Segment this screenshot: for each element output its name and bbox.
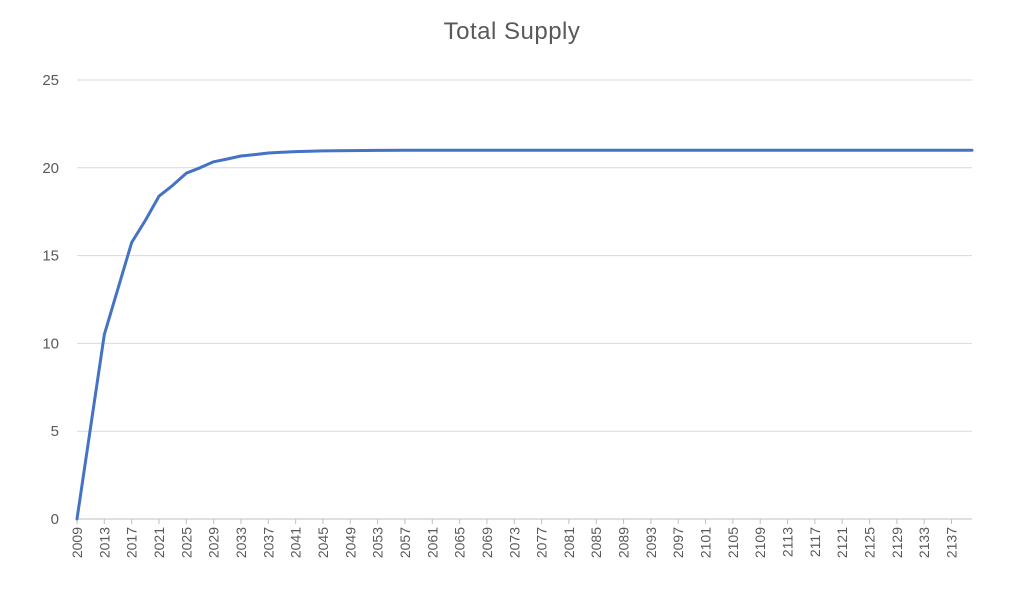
y-tick-label: 0 bbox=[51, 511, 59, 528]
x-tick-label: 2037 bbox=[260, 527, 276, 558]
x-tick-label: 2093 bbox=[643, 527, 659, 558]
x-tick-label: 2109 bbox=[752, 527, 768, 558]
x-tick-label: 2061 bbox=[424, 527, 440, 558]
x-tick-label: 2113 bbox=[780, 527, 796, 557]
x-tick-label: 2129 bbox=[889, 527, 905, 558]
x-tick-label: 2041 bbox=[288, 527, 304, 558]
x-tick-label: 2105 bbox=[725, 527, 741, 558]
x-tick-label: 2069 bbox=[479, 527, 495, 558]
x-tick-label: 2013 bbox=[96, 527, 112, 558]
y-tick-label: 5 bbox=[51, 423, 59, 440]
x-tick-label: 2133 bbox=[916, 527, 932, 558]
x-tick-label: 2101 bbox=[698, 527, 714, 558]
x-tick-label: 2085 bbox=[588, 527, 604, 558]
x-tick-label: 2049 bbox=[342, 527, 358, 558]
x-tick-label: 2025 bbox=[178, 527, 194, 558]
x-tick-label: 2045 bbox=[315, 527, 331, 558]
y-tick-label: 25 bbox=[42, 72, 59, 89]
x-tick-label: 2097 bbox=[670, 527, 686, 558]
x-tick-label: 2117 bbox=[807, 527, 823, 557]
series-line bbox=[75, 148, 974, 521]
x-tick-label: 2077 bbox=[534, 527, 550, 558]
y-tick-label: 15 bbox=[42, 248, 59, 265]
x-tick-label: 2017 bbox=[124, 527, 140, 558]
y-tick-label: 20 bbox=[42, 160, 59, 177]
x-tick-label: 2029 bbox=[206, 527, 222, 558]
x-tick-label: 2053 bbox=[370, 527, 386, 558]
x-tick-label: 2021 bbox=[151, 527, 167, 558]
x-tick-label: 2057 bbox=[397, 527, 413, 558]
x-tick-label: 2073 bbox=[506, 527, 522, 558]
y-tick-label: 10 bbox=[42, 335, 59, 352]
chart-title: Total Supply bbox=[443, 18, 581, 45]
x-tick-label: 2121 bbox=[834, 527, 850, 558]
x-tick-label: 2089 bbox=[616, 527, 632, 558]
x-tick-label: 2125 bbox=[862, 527, 878, 558]
x-tick-label: 2065 bbox=[452, 527, 468, 558]
x-tick-label: 2033 bbox=[233, 527, 249, 558]
x-tick-label: 2009 bbox=[69, 527, 85, 558]
x-tick-label: 2137 bbox=[944, 527, 960, 558]
x-tick-label: 2081 bbox=[561, 527, 577, 558]
